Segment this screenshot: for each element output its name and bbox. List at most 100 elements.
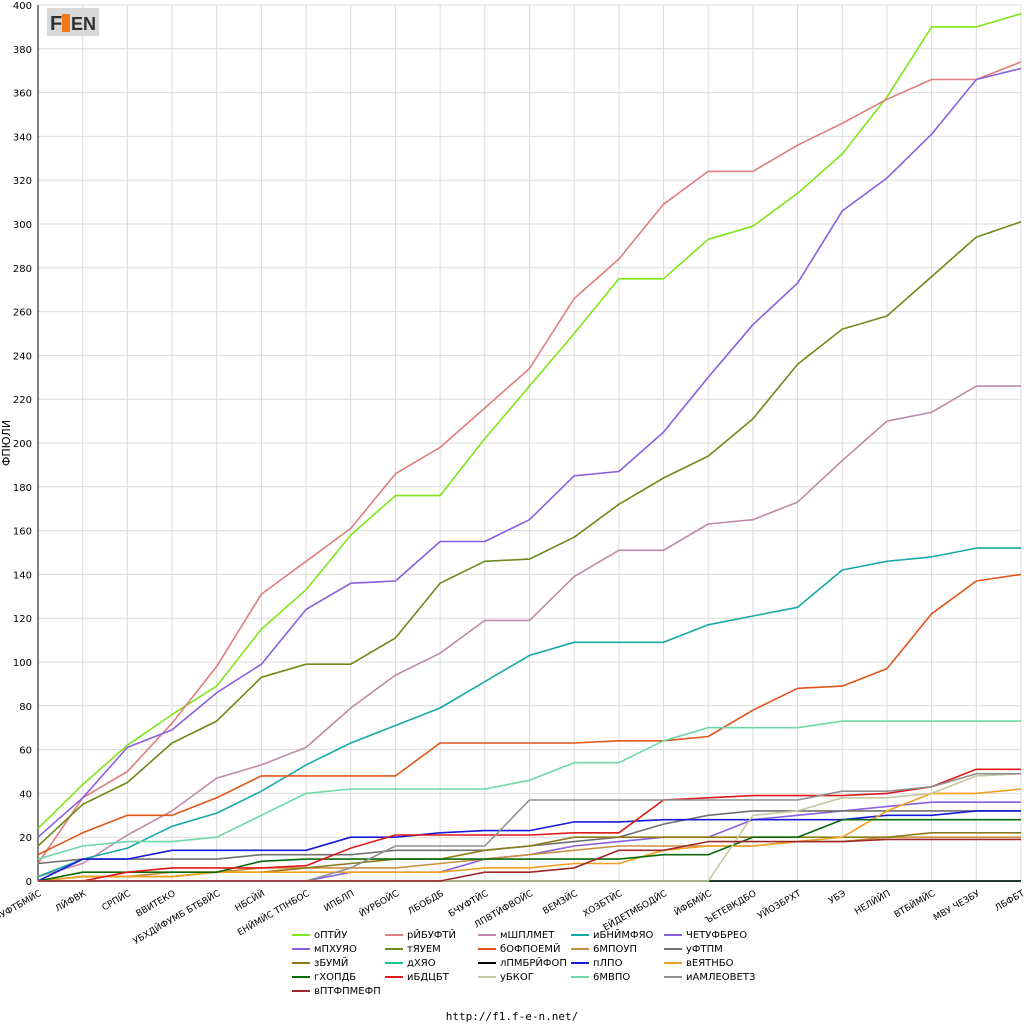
legend-label: рЙБУФТЙ <box>407 930 456 941</box>
series-line <box>37 385 1021 878</box>
legend-item: дХЯО <box>385 958 436 969</box>
legend-swatch <box>478 976 496 978</box>
legend-item: рЙБУФТЙ <box>385 930 456 941</box>
legend-swatch <box>664 976 682 978</box>
legend-swatch <box>292 962 310 964</box>
y-tick-label: 0 <box>26 877 32 888</box>
y-tick-label: 340 <box>13 132 32 143</box>
legend-item: иБДЦБТ <box>385 972 449 983</box>
y-tick-label: 360 <box>13 89 32 100</box>
y-tick-label: 80 <box>19 702 32 713</box>
legend-swatch <box>385 976 403 978</box>
x-tick-label: ЪЕТЕВКДБО <box>704 889 759 926</box>
legend-item: бОФПОЕМЙ <box>478 944 560 955</box>
y-tick-label: 120 <box>13 614 32 625</box>
series-line <box>37 221 1022 847</box>
legend-label: иБНЙМФЯО <box>593 930 654 941</box>
y-axis-label: ФПЮЛИ <box>0 420 13 466</box>
series-line <box>37 61 1022 864</box>
footer-url[interactable]: http://f1.f-e-n.net/ <box>445 1010 579 1023</box>
series-line <box>37 67 1022 838</box>
y-tick-label: 300 <box>13 220 32 231</box>
legend-swatch <box>385 934 403 936</box>
legend-item: оПТЙУ <box>292 930 347 941</box>
x-tick-label: СРПЙС <box>100 887 133 913</box>
y-tick-label: 40 <box>19 789 32 800</box>
legend-swatch <box>664 934 682 936</box>
legend-label: дХЯО <box>407 958 436 969</box>
legend-item: вЕЯТНБО <box>664 958 734 969</box>
y-tick-label: 220 <box>13 395 32 406</box>
x-tick-label: НБСЙЙ <box>233 887 267 914</box>
y-tick-label: 280 <box>13 264 32 275</box>
series-line <box>38 768 1021 882</box>
legend-item: гХОПДБ <box>292 972 356 983</box>
x-tick-label: ЛБОБДБ <box>407 889 446 917</box>
legend-label: гХОПДБ <box>314 972 357 983</box>
y-tick-label: 260 <box>13 308 32 319</box>
x-tick-label: УЙОЗБРХТ <box>755 887 803 922</box>
legend-item: мПХУЯО <box>292 944 357 955</box>
legend-item: ЧЕТУФБРЕО <box>664 930 747 941</box>
legend-label: 6МВПО <box>593 972 631 983</box>
legend-swatch <box>292 948 310 950</box>
series-line <box>38 838 1021 882</box>
x-tick-label: ЛБФБТ <box>993 889 1024 914</box>
f1en-logo: F EN <box>47 8 99 36</box>
series-line <box>37 573 1022 856</box>
legend-item: иАМЛЕОВЕТЗ <box>664 972 755 983</box>
legend-label: тЯУЕМ <box>407 944 441 955</box>
series-line <box>37 720 1021 860</box>
svg-text:EN: EN <box>71 14 96 34</box>
y-tick-label: 160 <box>13 527 32 538</box>
x-tick-label: ЙФБМЙС <box>672 887 714 918</box>
legend-label: вЕЯТНБО <box>686 958 734 969</box>
y-tick-label: 180 <box>13 483 32 494</box>
legend-swatch <box>292 976 310 978</box>
legend-label: лПМБРЙФОП <box>500 958 567 969</box>
legend-item: уФТПМ <box>664 944 723 955</box>
legend-label: мШПЛМЕТ <box>500 930 555 941</box>
y-tick-label: 200 <box>13 439 32 450</box>
legend-label: иАМЛЕОВЕТЗ <box>686 972 756 983</box>
x-tick-label: ЛЙФВК <box>53 887 89 915</box>
legend-swatch <box>385 948 403 950</box>
legend-item: вПТФПМЕФП <box>292 986 381 997</box>
legend-swatch <box>292 934 310 936</box>
legend-item: тЯУЕМ <box>385 944 441 955</box>
legend-swatch <box>571 934 589 936</box>
legend-label: бОФПОЕМЙ <box>500 944 561 955</box>
legend-swatch <box>478 934 496 936</box>
legend-item: лПМБРЙФОП <box>478 958 567 969</box>
legend-item: мШПЛМЕТ <box>478 930 554 941</box>
svg-text:F: F <box>50 13 62 35</box>
legend-label: уФТПМ <box>686 944 723 955</box>
x-tick-label: ЙУРБОЙС <box>357 887 401 919</box>
series-line <box>37 818 1021 882</box>
legend-item: иБНЙМФЯО <box>571 930 653 941</box>
legend-label: вПТФПМЕФП <box>314 986 381 997</box>
y-tick-label: 60 <box>19 746 32 757</box>
legend-label: уБКОГ <box>500 972 534 983</box>
y-tick-label: 380 <box>13 45 32 56</box>
legend-swatch <box>571 962 589 964</box>
y-tick-label: 240 <box>13 351 32 362</box>
legend-swatch <box>571 948 589 950</box>
x-tick-label: НЕЛЙЙП <box>852 887 892 917</box>
y-tick-label: 20 <box>19 833 32 844</box>
y-tick-label: 320 <box>13 176 32 187</box>
legend-label: пЛПО <box>593 958 623 969</box>
x-tick-label: УБЭ <box>827 889 848 907</box>
y-tick-label: 100 <box>13 658 32 669</box>
legend-item: уБКОГ <box>478 972 534 983</box>
legend-label: 6МПОУП <box>593 944 637 955</box>
x-tick-label: ИПБЛП <box>323 889 357 914</box>
legend-swatch <box>571 976 589 978</box>
legend-label: зБУМЙ <box>314 958 349 969</box>
legend-swatch <box>664 962 682 964</box>
legend-item: 6МВПО <box>571 972 630 983</box>
legend-swatch <box>385 962 403 964</box>
legend-swatch <box>478 948 496 950</box>
legend-label: оПТЙУ <box>314 930 348 941</box>
